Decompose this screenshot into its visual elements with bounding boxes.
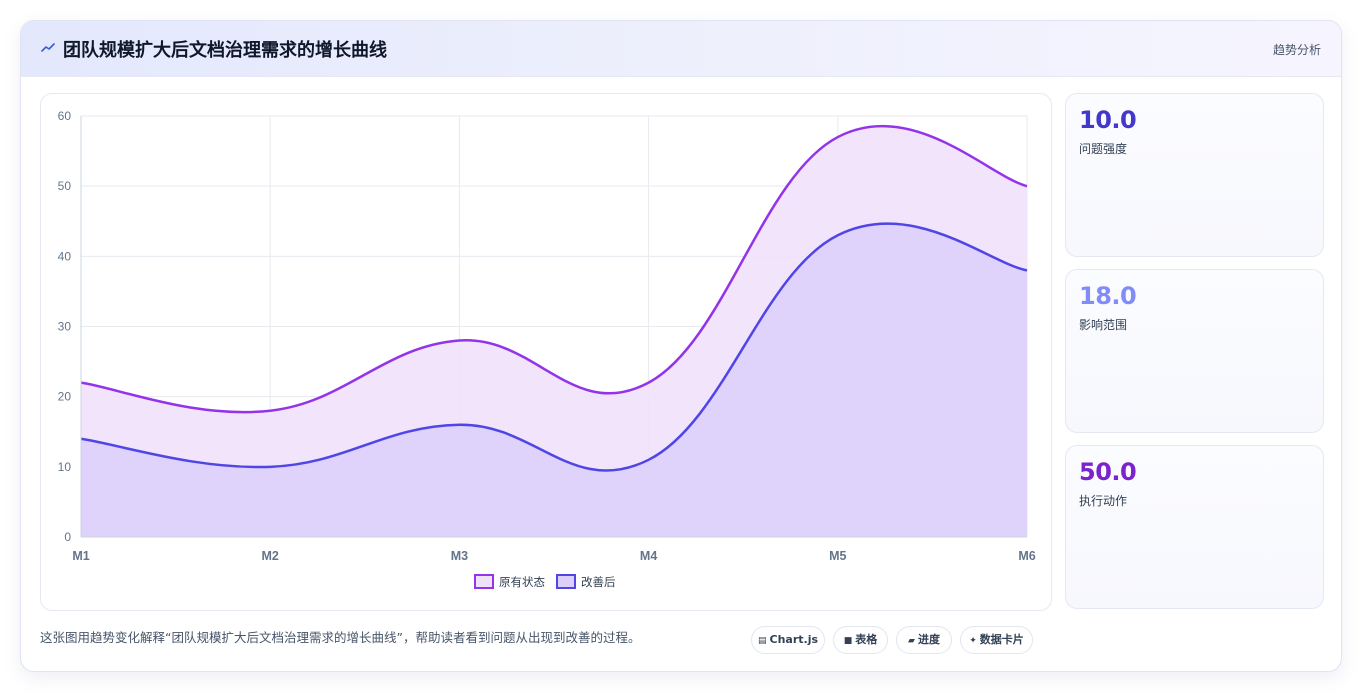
x-tick-label: M5 bbox=[829, 549, 846, 563]
kpi-card-problem-intensity: 10.0 问题强度 bbox=[1065, 93, 1324, 257]
series-area-1 bbox=[81, 223, 1027, 537]
card-header: 团队规模扩大后文档治理需求的增长曲线 趋势分析 bbox=[21, 21, 1341, 77]
chip-chartjs[interactable]: ▤ Chart.js bbox=[751, 626, 825, 654]
page-title: 团队规模扩大后文档治理需求的增长曲线 bbox=[63, 40, 387, 61]
chip-progress[interactable]: ▰ 进度 bbox=[896, 626, 952, 654]
header-tag: 趋势分析 bbox=[1272, 43, 1321, 57]
kpi-label: 执行动作 bbox=[1079, 494, 1128, 508]
kpi-label: 问题强度 bbox=[1079, 142, 1128, 156]
y-tick-label: 20 bbox=[58, 390, 72, 404]
trend-line-icon bbox=[41, 43, 55, 52]
chart-panel: 0 10 20 30 40 50 60 M1 M2 M3 M4 M5 M6 原有状态 改善后 bbox=[40, 93, 1052, 611]
chip-table[interactable]: ■ 表格 bbox=[833, 626, 888, 654]
chart-card: 团队规模扩大后文档治理需求的增长曲线 趋势分析 0 10 20 30 40 50 60 M1 M… bbox=[20, 20, 1342, 672]
y-tick-label: 40 bbox=[58, 249, 72, 263]
kpi-label: 影响范围 bbox=[1079, 318, 1128, 332]
chart-icon: ▤ bbox=[757, 636, 767, 646]
legend-swatch bbox=[474, 574, 494, 589]
kpi-value: 18.0 bbox=[1079, 282, 1137, 310]
y-tick-label: 60 bbox=[58, 109, 72, 123]
y-tick-label: 10 bbox=[58, 460, 72, 474]
progress-icon: ▰ bbox=[908, 636, 915, 646]
kpi-value: 50.0 bbox=[1079, 458, 1137, 486]
x-tick-label: M2 bbox=[262, 549, 279, 563]
area-chart: 0 10 20 30 40 50 60 M1 M2 M3 M4 M5 M6 原有状态 改善后 bbox=[58, 109, 1036, 589]
x-tick-label: M3 bbox=[451, 549, 468, 563]
legend-label: 改善后 bbox=[581, 575, 616, 589]
chart-description: 这张图用趋势变化解释“团队规模扩大后文档治理需求的增长曲线”，帮助读者看到问题从… bbox=[40, 630, 641, 645]
x-tick-label: M6 bbox=[1018, 549, 1035, 563]
legend-swatch bbox=[556, 574, 576, 589]
legend-label: 原有状态 bbox=[499, 575, 545, 589]
kpi-card-impact-scope: 18.0 影响范围 bbox=[1065, 269, 1324, 433]
series-line-1 bbox=[80, 222, 1028, 472]
table-icon: ■ bbox=[843, 636, 853, 646]
y-tick-label: 50 bbox=[58, 179, 72, 193]
x-tick-label: M1 bbox=[72, 549, 89, 563]
chip-data-cards[interactable]: ✦ 数据卡片 bbox=[960, 626, 1033, 654]
series-line-0 bbox=[80, 124, 1028, 414]
sparkle-icon: ✦ bbox=[969, 636, 977, 646]
y-tick-label: 30 bbox=[58, 320, 72, 334]
kpi-value: 10.0 bbox=[1079, 106, 1137, 134]
y-tick-label: 0 bbox=[64, 530, 71, 544]
kpi-card-actions: 50.0 执行动作 bbox=[1065, 445, 1324, 609]
x-tick-label: M4 bbox=[640, 549, 657, 563]
